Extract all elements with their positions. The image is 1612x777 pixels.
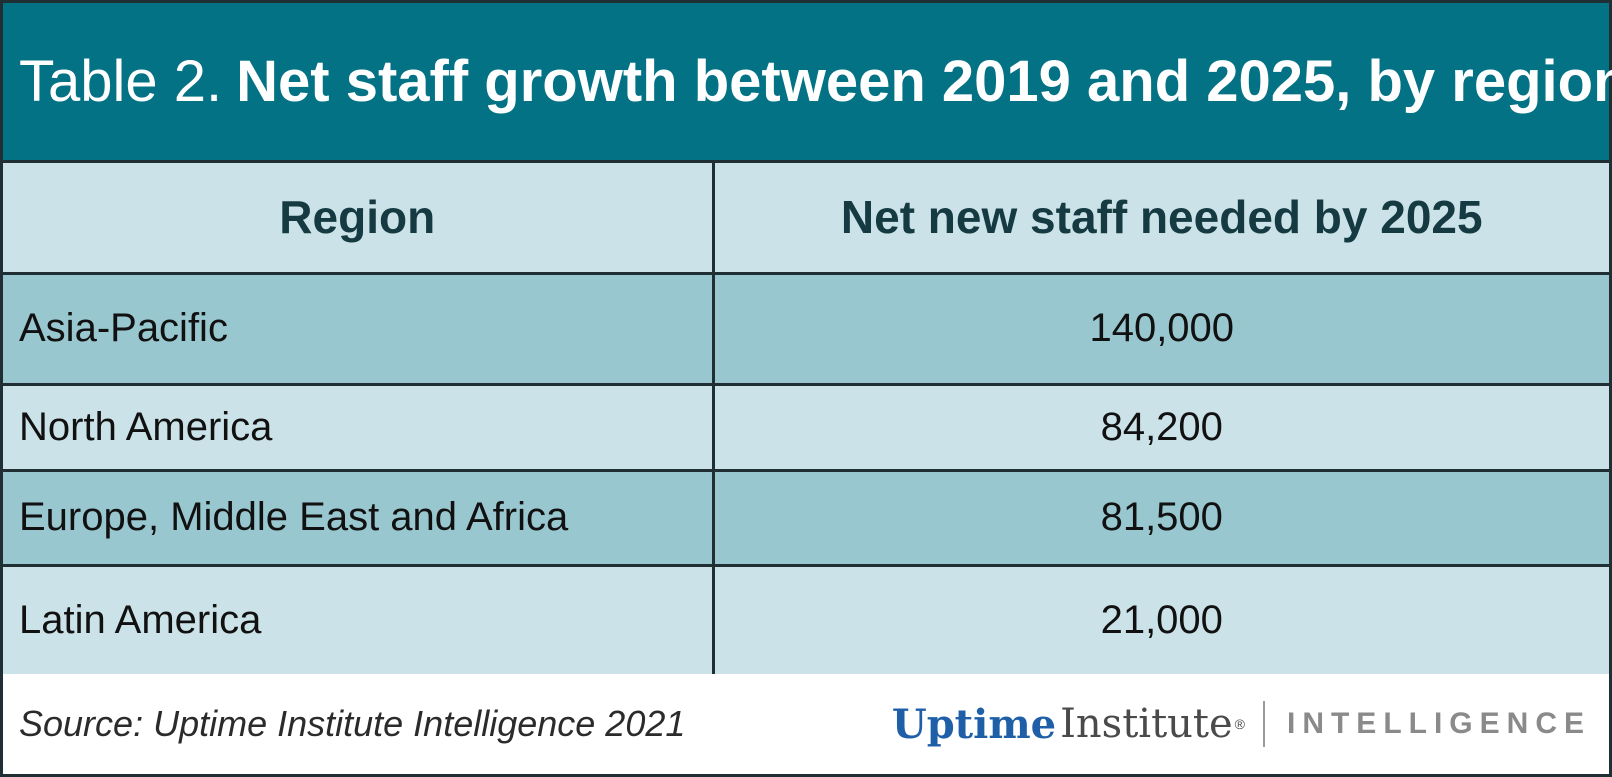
table-title: Net staff growth between 2019 and 2025, … — [236, 49, 1612, 114]
region-cell: Europe, Middle East and Africa — [3, 468, 715, 567]
value-cell: 21,000 — [711, 563, 1609, 677]
table-row: Latin America 21,000 — [3, 563, 1609, 677]
title-bar: Table 2. Net staff growth between 2019 a… — [3, 3, 1612, 163]
table-row: Europe, Middle East and Africa 81,500 — [3, 468, 1609, 567]
registered-mark: ® — [1234, 716, 1245, 732]
logo-intelligence: INTELLIGENCE — [1286, 707, 1591, 740]
data-table: Region Net new staff needed by 2025 Asia… — [3, 163, 1609, 677]
logo-divider — [1262, 701, 1265, 747]
column-header-staff: Net new staff needed by 2025 — [711, 163, 1609, 275]
table-number: Table 2. — [19, 49, 223, 114]
region-cell: North America — [3, 382, 715, 472]
region-cell: Asia-Pacific — [3, 271, 715, 386]
region-cell: Latin America — [3, 563, 715, 677]
uptime-logo: Uptime Institute ® INTELLIGENCE — [892, 674, 1591, 774]
logo-brand-institute: Institute — [1060, 701, 1233, 747]
table-row: North America 84,200 — [3, 382, 1609, 472]
table-row: Asia-Pacific 140,000 — [3, 271, 1609, 386]
value-cell: 84,200 — [711, 382, 1609, 472]
column-header-region: Region — [3, 163, 715, 275]
value-cell: 140,000 — [711, 271, 1609, 386]
value-cell: 81,500 — [711, 468, 1609, 567]
source-note: Source: Uptime Institute Intelligence 20… — [19, 703, 686, 744]
footer: Source: Uptime Institute Intelligence 20… — [3, 674, 1609, 774]
logo-brand-uptime: Uptime — [891, 700, 1057, 748]
